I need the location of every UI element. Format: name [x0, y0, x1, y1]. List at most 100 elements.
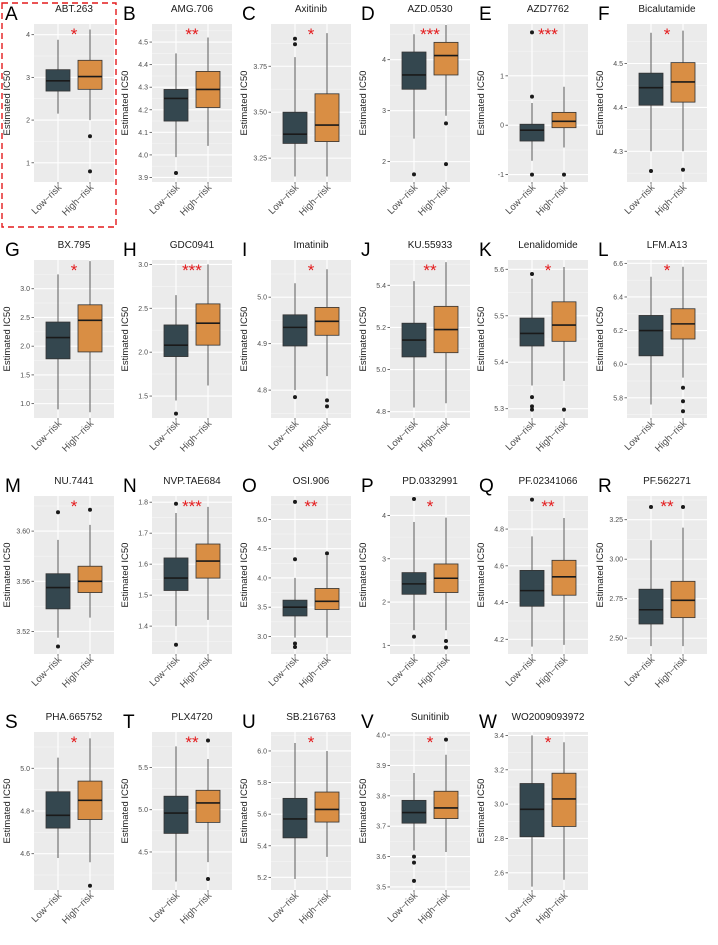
y-tick-label: 3.6	[376, 854, 386, 861]
x-tick-label: High−risk	[178, 418, 214, 454]
box-low-risk	[519, 30, 545, 177]
box-low-risk	[45, 510, 71, 649]
box-high-risk	[551, 86, 577, 177]
iqr-box	[282, 599, 308, 617]
outlier-point	[530, 94, 534, 99]
y-tick-label: 3	[382, 556, 386, 563]
highlight-frame	[1, 2, 117, 228]
y-tick-label: 2.6	[494, 870, 504, 877]
y-tick-label: 5.4	[494, 360, 504, 367]
box-high-risk	[551, 742, 577, 880]
y-axis-title: Estimated IC50	[476, 71, 487, 136]
x-tick-label: Low−risk	[148, 182, 183, 217]
iqr-box	[195, 789, 221, 823]
box-high-risk	[314, 269, 340, 409]
y-axis-title: Estimated IC50	[476, 779, 487, 844]
x-tick-label: High−risk	[297, 418, 333, 454]
y-tick-label: 5.4	[257, 843, 267, 850]
iqr-box	[45, 791, 71, 829]
iqr-box	[314, 588, 340, 610]
box-high-risk	[195, 506, 221, 620]
y-tick-label: 1	[26, 160, 30, 167]
significance-stars: *	[71, 25, 78, 44]
iqr-box	[77, 59, 103, 90]
outlier-point	[88, 134, 92, 139]
plot-title: AZD7762	[527, 4, 570, 15]
panel-letter: H	[123, 240, 137, 261]
outlier-point	[174, 642, 178, 647]
y-tick-label: 1.5	[20, 372, 30, 379]
iqr-box	[433, 790, 459, 819]
y-tick-label: 4.5	[138, 849, 148, 856]
y-tick-label: 4.8	[376, 409, 386, 416]
x-tick-label: Low−risk	[267, 654, 302, 689]
box-high-risk	[433, 25, 459, 167]
y-tick-label: 3.25	[609, 517, 623, 524]
y-tick-label: 0	[500, 123, 504, 130]
y-axis-title: Estimated IC50	[120, 543, 131, 608]
y-axis-title: Estimated IC50	[358, 543, 369, 608]
y-tick-label: 3.5	[257, 605, 267, 612]
outlier-point	[412, 854, 416, 859]
y-tick-label: 4.3	[613, 149, 623, 156]
significance-stars: *	[71, 261, 78, 280]
y-axis-title: Estimated IC50	[120, 779, 131, 844]
y-axis-title: Estimated IC50	[476, 307, 487, 372]
iqr-box	[519, 317, 545, 347]
y-tick-label: 3.75	[253, 64, 267, 71]
panel-letter: W	[479, 712, 497, 733]
box-high-risk	[77, 29, 103, 174]
significance-stars: *	[664, 25, 671, 44]
y-tick-label: 3.50	[253, 110, 267, 117]
significance-stars: *	[427, 733, 434, 752]
plot-title: PHA.665752	[46, 712, 103, 723]
box-low-risk	[282, 499, 308, 649]
y-axis-title: Estimated IC50	[239, 779, 250, 844]
y-tick-label: 4.2	[138, 107, 148, 114]
y-tick-label: 3.9	[138, 175, 148, 182]
iqr-box	[401, 51, 427, 90]
outlier-point	[562, 407, 566, 412]
y-axis-title: Estimated IC50	[595, 307, 606, 372]
y-tick-label: 2	[382, 159, 386, 166]
iqr-box	[551, 772, 577, 827]
y-tick-label: 5.0	[376, 367, 386, 374]
y-tick-label: 6.4	[613, 294, 623, 301]
outlier-point	[530, 271, 534, 276]
x-tick-label: Low−risk	[30, 890, 65, 925]
significance-stars: **	[423, 261, 437, 280]
iqr-box	[45, 573, 71, 610]
panel-letter: L	[598, 240, 609, 261]
plot-title: SB.216763	[286, 712, 336, 723]
y-tick-label: 1.7	[138, 531, 148, 538]
y-tick-label: 5.6	[257, 812, 267, 819]
outlier-point	[649, 169, 653, 174]
significance-stars: ***	[182, 261, 202, 280]
x-tick-label: Low−risk	[504, 890, 539, 925]
plot-title: OSI.906	[293, 476, 330, 487]
y-axis-title: Estimated IC50	[595, 71, 606, 136]
box-low-risk	[638, 505, 664, 647]
box-low-risk	[163, 295, 189, 416]
y-tick-label: 4.0	[376, 733, 386, 740]
outlier-point	[293, 557, 297, 562]
outlier-point	[293, 499, 297, 504]
y-tick-label: 3.2	[494, 767, 504, 774]
outlier-point	[293, 395, 297, 400]
outlier-point	[174, 501, 178, 506]
iqr-box	[282, 314, 308, 347]
plot-title: Sunitinib	[411, 712, 450, 723]
x-tick-label: Low−risk	[386, 890, 421, 925]
x-tick-label: High−risk	[653, 654, 689, 690]
x-tick-label: High−risk	[534, 890, 570, 926]
y-tick-label: 1	[500, 73, 504, 80]
iqr-box	[551, 111, 577, 129]
outlier-point	[174, 170, 178, 175]
y-tick-label: 5.5	[138, 765, 148, 772]
y-tick-label: 6.6	[613, 261, 623, 268]
outlier-point	[444, 737, 448, 742]
significance-stars: **	[660, 497, 674, 516]
